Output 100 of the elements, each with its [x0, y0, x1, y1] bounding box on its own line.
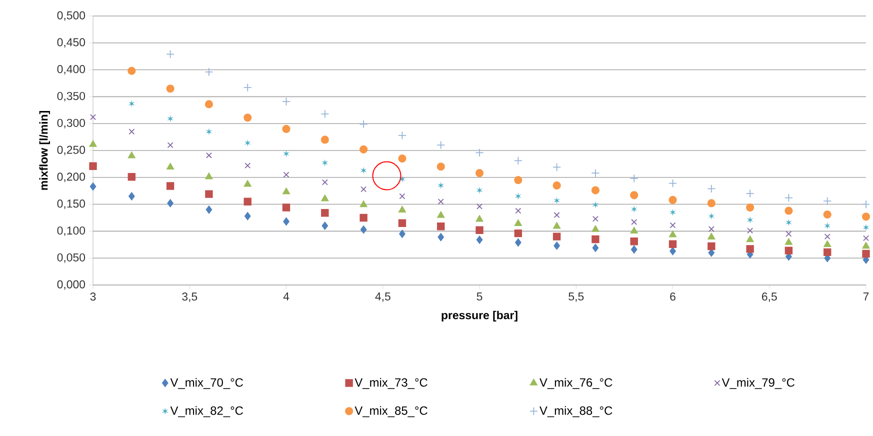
- point: [322, 159, 328, 166]
- point: [554, 196, 560, 204]
- point: [668, 240, 677, 248]
- point: [592, 235, 600, 244]
- point: [283, 150, 290, 158]
- point: [437, 211, 445, 218]
- point: [476, 186, 483, 194]
- point: [167, 115, 174, 122]
- point: [554, 242, 560, 250]
- y-tick-label: 0,350: [57, 92, 86, 102]
- point: [784, 194, 793, 202]
- point: [128, 192, 135, 200]
- point: [515, 238, 522, 247]
- point: [514, 156, 522, 165]
- point: [360, 145, 368, 154]
- point: [89, 140, 97, 147]
- point: [166, 84, 174, 93]
- point: [514, 176, 522, 184]
- point: [631, 219, 638, 226]
- point: [128, 66, 136, 75]
- point: [399, 230, 406, 238]
- point: [591, 186, 600, 194]
- point: [708, 232, 716, 240]
- point: [437, 222, 445, 230]
- point: [205, 172, 213, 180]
- point: [862, 224, 870, 232]
- point: [668, 179, 678, 188]
- point: [747, 228, 754, 234]
- legend-label: V_mix_85_°C: [354, 406, 428, 418]
- x-axis-title: pressure [bar]: [442, 310, 518, 322]
- point: [398, 131, 406, 140]
- point: [166, 50, 175, 58]
- point: [90, 182, 96, 191]
- point: [398, 219, 406, 227]
- y-tick-label: 0,450: [57, 38, 86, 48]
- y-tick-label: 0,100: [57, 226, 86, 236]
- point: [823, 196, 832, 206]
- point: [746, 245, 754, 253]
- point: [398, 206, 406, 213]
- x-tick-label: 4: [283, 292, 290, 300]
- point: [436, 162, 445, 171]
- point: [244, 212, 251, 220]
- point: [321, 209, 329, 217]
- point: [206, 206, 212, 214]
- point: [244, 180, 252, 187]
- point: [166, 182, 174, 190]
- point: [360, 186, 367, 192]
- point: [322, 222, 328, 230]
- point: [476, 226, 484, 234]
- legend-label: V_mix_82_°C: [170, 406, 244, 418]
- point: [399, 193, 406, 200]
- x-tick-label: 6,5: [762, 292, 777, 302]
- x-tick-label: 3: [90, 292, 96, 301]
- point: [205, 190, 213, 198]
- point: [591, 168, 600, 178]
- point: [167, 142, 174, 148]
- point: [746, 189, 754, 198]
- y-tick-label: 0,200: [57, 172, 86, 182]
- point: [436, 140, 446, 150]
- point: [244, 139, 251, 147]
- point: [707, 184, 716, 193]
- y-tick-label: 0,050: [57, 253, 86, 263]
- point: [862, 250, 870, 258]
- point: [670, 208, 676, 216]
- point: [708, 242, 716, 250]
- point: [592, 201, 599, 208]
- point: [824, 240, 832, 247]
- point: [476, 236, 483, 244]
- point: [206, 128, 212, 136]
- y-tick-label: 0,300: [57, 118, 86, 128]
- y-tick-label: 0,400: [57, 65, 86, 75]
- point: [746, 203, 754, 212]
- point: [475, 169, 484, 178]
- point: [166, 162, 174, 170]
- point: [786, 218, 792, 226]
- point: [708, 212, 715, 220]
- point: [476, 203, 483, 210]
- point: [243, 83, 252, 92]
- point: [553, 222, 561, 229]
- point: [669, 230, 676, 238]
- point: [282, 204, 290, 212]
- point: [204, 100, 214, 108]
- point: [283, 172, 290, 178]
- point: [398, 154, 406, 163]
- x-tick-label: 4,5: [375, 292, 390, 302]
- point: [708, 226, 714, 232]
- point: [824, 234, 830, 240]
- point: [475, 148, 484, 157]
- point: [360, 200, 368, 208]
- point: [128, 152, 136, 158]
- point: [438, 233, 444, 242]
- point: [360, 166, 367, 174]
- point: [592, 244, 599, 252]
- point: [89, 162, 97, 170]
- point: [90, 114, 96, 120]
- point: [244, 114, 252, 122]
- y-tick-label: 0,250: [57, 146, 86, 156]
- y-tick-label: 0,150: [57, 200, 86, 210]
- point: [359, 120, 368, 128]
- point: [320, 136, 329, 144]
